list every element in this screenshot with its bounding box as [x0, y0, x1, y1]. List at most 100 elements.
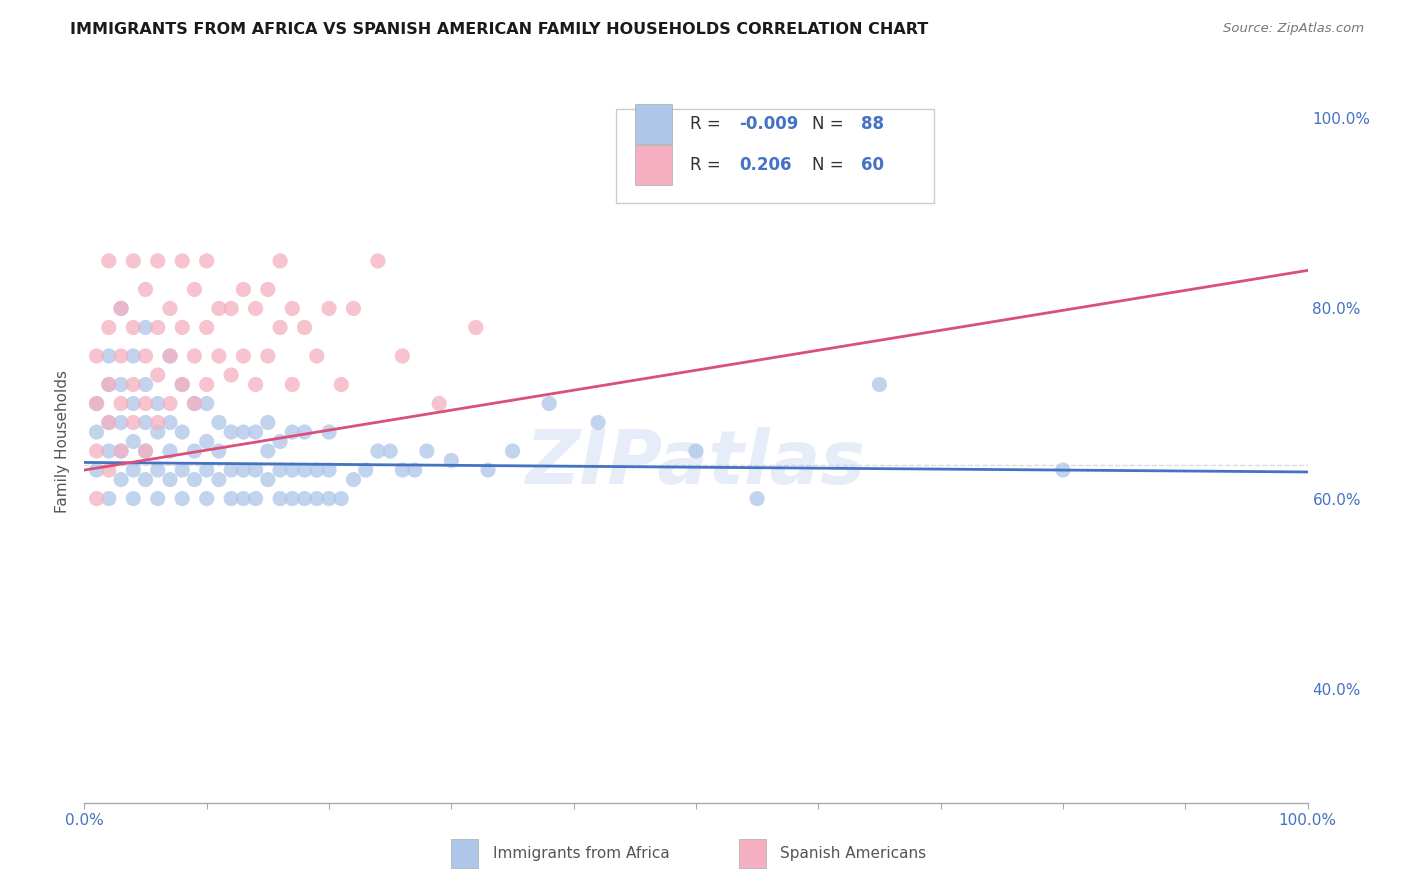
Point [245, 425, 267, 439]
Point [219, 491, 242, 506]
Point [294, 320, 316, 334]
Text: Source: ZipAtlas.com: Source: ZipAtlas.com [1223, 22, 1364, 36]
Point [208, 444, 231, 458]
Point [269, 253, 291, 268]
Point [367, 253, 389, 268]
Point [464, 320, 486, 334]
Point [86, 444, 108, 458]
Point [135, 320, 157, 334]
Text: R =: R = [690, 115, 725, 133]
Point [245, 463, 267, 477]
Point [318, 463, 340, 477]
Point [86, 396, 108, 410]
Point [135, 444, 157, 458]
Point [86, 349, 108, 363]
Point [477, 463, 499, 477]
Point [146, 253, 169, 268]
Point [219, 368, 242, 382]
Point [183, 282, 205, 296]
Point [257, 473, 280, 487]
Point [86, 425, 108, 439]
Point [146, 320, 169, 334]
Point [869, 377, 891, 392]
Point [122, 416, 145, 430]
Point [318, 301, 340, 316]
Point [97, 491, 120, 506]
Point [122, 434, 145, 449]
Point [97, 253, 120, 268]
Point [97, 320, 120, 334]
Point [257, 282, 280, 296]
Text: Immigrants from Africa: Immigrants from Africa [494, 846, 669, 861]
Point [146, 491, 169, 506]
Point [172, 425, 194, 439]
Point [195, 253, 218, 268]
Bar [636, 104, 672, 144]
Point [135, 473, 157, 487]
Point [208, 473, 231, 487]
Point [110, 396, 132, 410]
Point [330, 377, 353, 392]
Point [110, 473, 132, 487]
Point [257, 416, 280, 430]
Point [440, 453, 463, 467]
Point [232, 282, 254, 296]
Point [318, 425, 340, 439]
Y-axis label: Family Households: Family Households [55, 370, 70, 513]
Point [245, 377, 267, 392]
Point [110, 444, 132, 458]
Point [195, 377, 218, 392]
Point [354, 463, 377, 477]
Point [110, 301, 132, 316]
Point [391, 463, 413, 477]
Point [245, 301, 267, 316]
Point [294, 491, 316, 506]
Point [305, 349, 328, 363]
Point [195, 491, 218, 506]
Point [232, 491, 254, 506]
Point [97, 377, 120, 392]
Point [416, 444, 439, 458]
Point [208, 416, 231, 430]
Point [122, 396, 145, 410]
Point [86, 463, 108, 477]
Point [342, 301, 364, 316]
Point [195, 463, 218, 477]
Point [146, 463, 169, 477]
Point [172, 463, 194, 477]
Point [135, 444, 157, 458]
Bar [738, 838, 766, 868]
Point [183, 396, 205, 410]
Point [146, 416, 169, 430]
Point [97, 377, 120, 392]
Point [281, 491, 304, 506]
Point [172, 491, 194, 506]
Point [159, 416, 181, 430]
Point [172, 377, 194, 392]
Point [159, 473, 181, 487]
Point [685, 444, 707, 458]
Point [159, 444, 181, 458]
Point [538, 396, 561, 410]
Text: 60: 60 [860, 156, 884, 174]
Point [146, 425, 169, 439]
Point [159, 396, 181, 410]
Point [110, 301, 132, 316]
Point [391, 349, 413, 363]
Point [97, 349, 120, 363]
Point [86, 396, 108, 410]
Point [135, 349, 157, 363]
Text: 0.206: 0.206 [738, 156, 792, 174]
Point [257, 349, 280, 363]
Point [427, 396, 450, 410]
Point [219, 425, 242, 439]
Point [257, 444, 280, 458]
Text: Spanish Americans: Spanish Americans [780, 846, 927, 861]
Point [183, 396, 205, 410]
Point [318, 491, 340, 506]
Point [86, 491, 108, 506]
Point [122, 491, 145, 506]
Point [159, 349, 181, 363]
Point [110, 349, 132, 363]
Point [380, 444, 402, 458]
